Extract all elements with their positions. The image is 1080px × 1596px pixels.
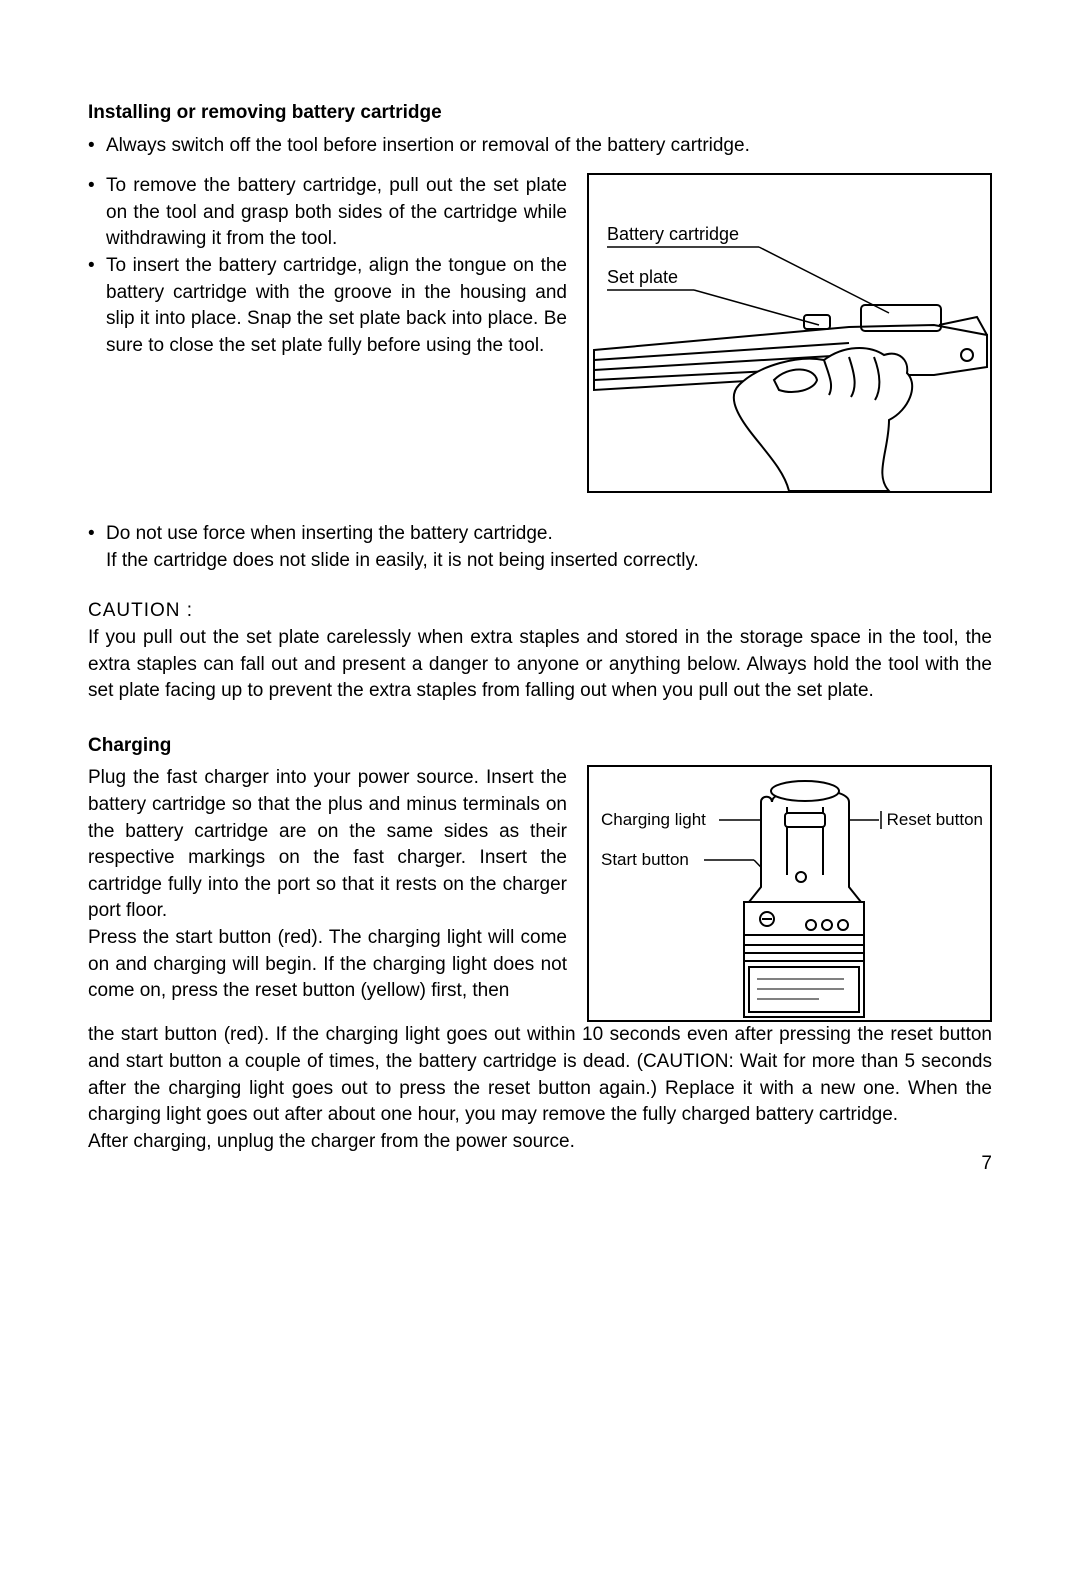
figure-battery-cartridge: Battery cartridge Set plate	[587, 173, 992, 493]
section2-heading: Charging	[88, 733, 992, 760]
caution-label: CAUTION :	[88, 598, 992, 625]
charging-body-left: Plug the fast charger into your power so…	[88, 765, 567, 1004]
bullet-insert: To insert the battery cartridge, align t…	[88, 253, 567, 359]
fig2-label-reset: Reset button	[887, 810, 983, 829]
figure-charger: Charging light Reset button Start button	[587, 765, 992, 1022]
col-bullets-left: To remove the battery cartridge, pull ou…	[88, 173, 567, 359]
row-fig2: Plug the fast charger into your power so…	[88, 765, 992, 1022]
fig2-label-start: Start button	[601, 850, 689, 869]
page-number: 7	[981, 1151, 992, 1178]
page: Installing or removing battery cartridge…	[0, 0, 1080, 1596]
fig1-label-setplate: Set plate	[607, 267, 678, 287]
fig1-label-battery: Battery cartridge	[607, 224, 739, 244]
bullet-no-force-line1: Do not use force when inserting the batt…	[106, 523, 553, 544]
bullet-list-top: Always switch off the tool before insert…	[88, 133, 992, 160]
bullet-remove: To remove the battery cartridge, pull ou…	[88, 173, 567, 253]
row-fig1: To remove the battery cartridge, pull ou…	[88, 173, 992, 493]
section1-heading: Installing or removing battery cartridge	[88, 100, 992, 127]
fig2-label-charging-light: Charging light	[601, 810, 706, 829]
bullet-no-force: Do not use force when inserting the batt…	[88, 521, 992, 574]
bullet-no-force-line2: If the cartridge does not slide in easil…	[106, 550, 699, 571]
charging-body-continued: the start button (red). If the charging …	[88, 1022, 992, 1128]
charging-body-after: After charging, unplug the charger from …	[88, 1129, 992, 1156]
caution-body: If you pull out the set plate carelessly…	[88, 625, 992, 705]
bullet-switch-off: Always switch off the tool before insert…	[88, 133, 992, 160]
bullet-list-after-fig: Do not use force when inserting the batt…	[88, 521, 992, 574]
